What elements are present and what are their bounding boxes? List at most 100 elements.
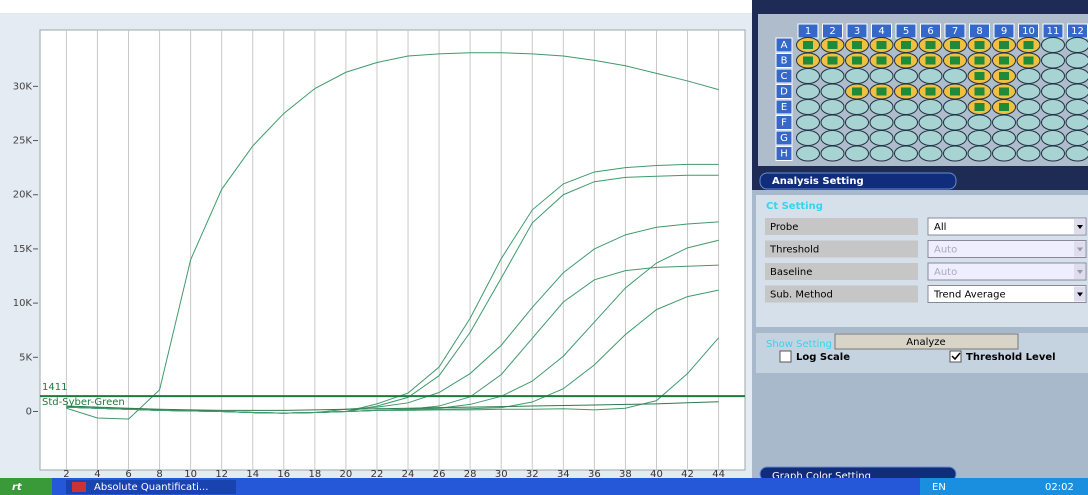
row-header (775, 53, 793, 68)
well (796, 99, 820, 115)
checkbox[interactable] (779, 350, 792, 363)
well (992, 145, 1016, 162)
selected-well (974, 103, 985, 111)
dropdown-value: Auto (934, 267, 957, 278)
start-label: rt (12, 482, 23, 493)
selected-well (925, 41, 936, 49)
x-tick-label: 36 (588, 469, 601, 480)
tab[interactable] (759, 172, 957, 190)
curve (66, 401, 719, 411)
well (869, 99, 894, 115)
well (820, 114, 845, 131)
well (1016, 145, 1041, 162)
y-tick-label: 20K (13, 190, 33, 201)
curve (66, 52, 719, 420)
selected-well (999, 41, 1009, 49)
start-button[interactable] (0, 478, 52, 495)
well (918, 130, 943, 146)
well (894, 99, 918, 115)
well (1065, 99, 1088, 115)
well (820, 99, 845, 115)
row-header (775, 37, 793, 53)
x-tick-label: 2 (63, 469, 69, 480)
row-header (775, 99, 793, 115)
dropdown[interactable] (927, 217, 1087, 236)
well (992, 130, 1016, 146)
column-label: 1 (805, 26, 811, 37)
well (869, 130, 894, 146)
x-tick-label: 26 (433, 469, 446, 480)
row-label: A (781, 40, 788, 51)
x-tick-label: 10 (184, 469, 197, 480)
setting-label-box (765, 263, 918, 280)
setting-label: Probe (770, 222, 798, 233)
column-label: 3 (854, 26, 860, 37)
dropdown[interactable] (927, 285, 1087, 303)
well (1016, 83, 1041, 100)
well (1016, 130, 1041, 146)
arrow-glyph (1077, 292, 1083, 297)
well (1041, 37, 1065, 53)
selected-well (925, 87, 936, 96)
well (1041, 83, 1065, 100)
setting-label-box (765, 240, 918, 258)
y-tick-label: 15K (13, 244, 33, 255)
selected-well (876, 41, 887, 49)
well (894, 130, 918, 146)
dropdown[interactable] (927, 240, 1087, 258)
column-label: 12 (1071, 26, 1084, 37)
well (918, 68, 943, 84)
row-header (775, 146, 793, 161)
task-icon (72, 482, 86, 492)
x-tick-label: 14 (246, 469, 259, 480)
selected-well (852, 87, 862, 96)
well (1065, 114, 1088, 131)
x-tick-label: 20 (340, 469, 353, 480)
arrow-glyph (1077, 270, 1083, 274)
clock: 02:02 (1045, 482, 1074, 493)
selected-well (901, 56, 911, 65)
selected-well (974, 72, 985, 80)
y-tick-label: 10K (13, 298, 33, 309)
x-tick-label: 6 (125, 469, 131, 480)
selected-well (852, 56, 862, 65)
selected-well (950, 87, 960, 96)
graph-color-label: Graph Color Setting (772, 471, 871, 482)
selected-well (999, 103, 1009, 111)
well (1065, 145, 1088, 162)
setting-label: Threshold (769, 245, 819, 256)
well (943, 68, 967, 84)
checkbox-label: Threshold Level (966, 352, 1056, 363)
task-button[interactable] (66, 480, 236, 494)
row-label: D (780, 87, 788, 98)
row-label: F (781, 118, 787, 129)
well (1065, 68, 1088, 84)
well (992, 114, 1016, 131)
well (943, 99, 967, 115)
well (820, 145, 845, 162)
well (918, 114, 943, 131)
well (845, 145, 869, 162)
selected-well (876, 56, 887, 65)
setting-label-box (765, 218, 918, 235)
well (820, 83, 845, 100)
selected-well (925, 56, 936, 65)
selected-well (999, 87, 1009, 96)
x-tick-label: 30 (495, 469, 508, 480)
checkbox[interactable] (949, 350, 962, 363)
selected-well (999, 72, 1009, 80)
well (1065, 37, 1088, 53)
well (796, 130, 820, 146)
column-label: 5 (903, 26, 909, 37)
row-header (775, 68, 793, 84)
well (1041, 114, 1065, 131)
selected-well (901, 87, 911, 96)
y-tick-label: 0 (26, 406, 32, 417)
well (869, 114, 894, 131)
well (845, 68, 869, 84)
well (796, 145, 820, 162)
well (796, 83, 820, 100)
dropdown[interactable] (927, 262, 1087, 281)
analyze-button[interactable] (834, 333, 1019, 350)
tray (920, 478, 1088, 495)
